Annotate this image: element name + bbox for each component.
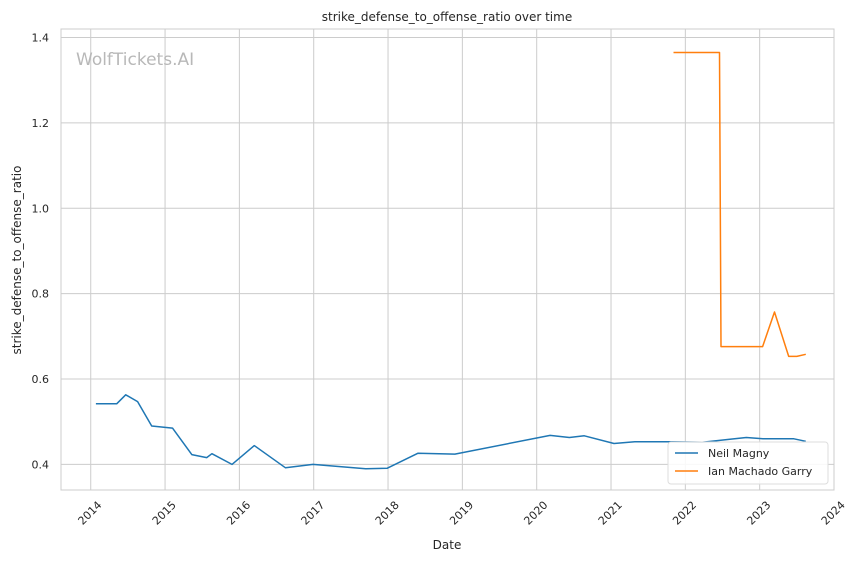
series-line bbox=[95, 394, 806, 470]
y-tick-label: 1.0 bbox=[32, 202, 50, 215]
y-axis-ticks: 0.4 0.6 0.8 1.0 1.2 1.4 bbox=[32, 32, 50, 472]
legend: Neil Magny Ian Machado Garry bbox=[667, 441, 829, 485]
series-lines bbox=[95, 51, 806, 470]
series-line bbox=[673, 51, 806, 358]
y-tick-label: 1.2 bbox=[32, 117, 50, 130]
y-tick-label: 0.8 bbox=[32, 288, 50, 301]
x-axis-label: Date bbox=[433, 538, 462, 552]
y-axis-label: strike_defense_to_offense_ratio bbox=[10, 166, 24, 355]
legend-label: Ian Machado Garry bbox=[708, 465, 813, 478]
chart-title: strike_defense_to_offense_ratio over tim… bbox=[322, 10, 572, 24]
y-tick-label: 1.4 bbox=[32, 32, 50, 45]
watermark-text: WolfTickets.AI bbox=[76, 50, 194, 70]
legend-label: Neil Magny bbox=[708, 447, 770, 460]
legend-box bbox=[667, 441, 829, 485]
y-tick-label: 0.4 bbox=[32, 458, 50, 471]
plot-area-frame bbox=[60, 28, 835, 491]
y-tick-label: 0.6 bbox=[32, 373, 50, 386]
